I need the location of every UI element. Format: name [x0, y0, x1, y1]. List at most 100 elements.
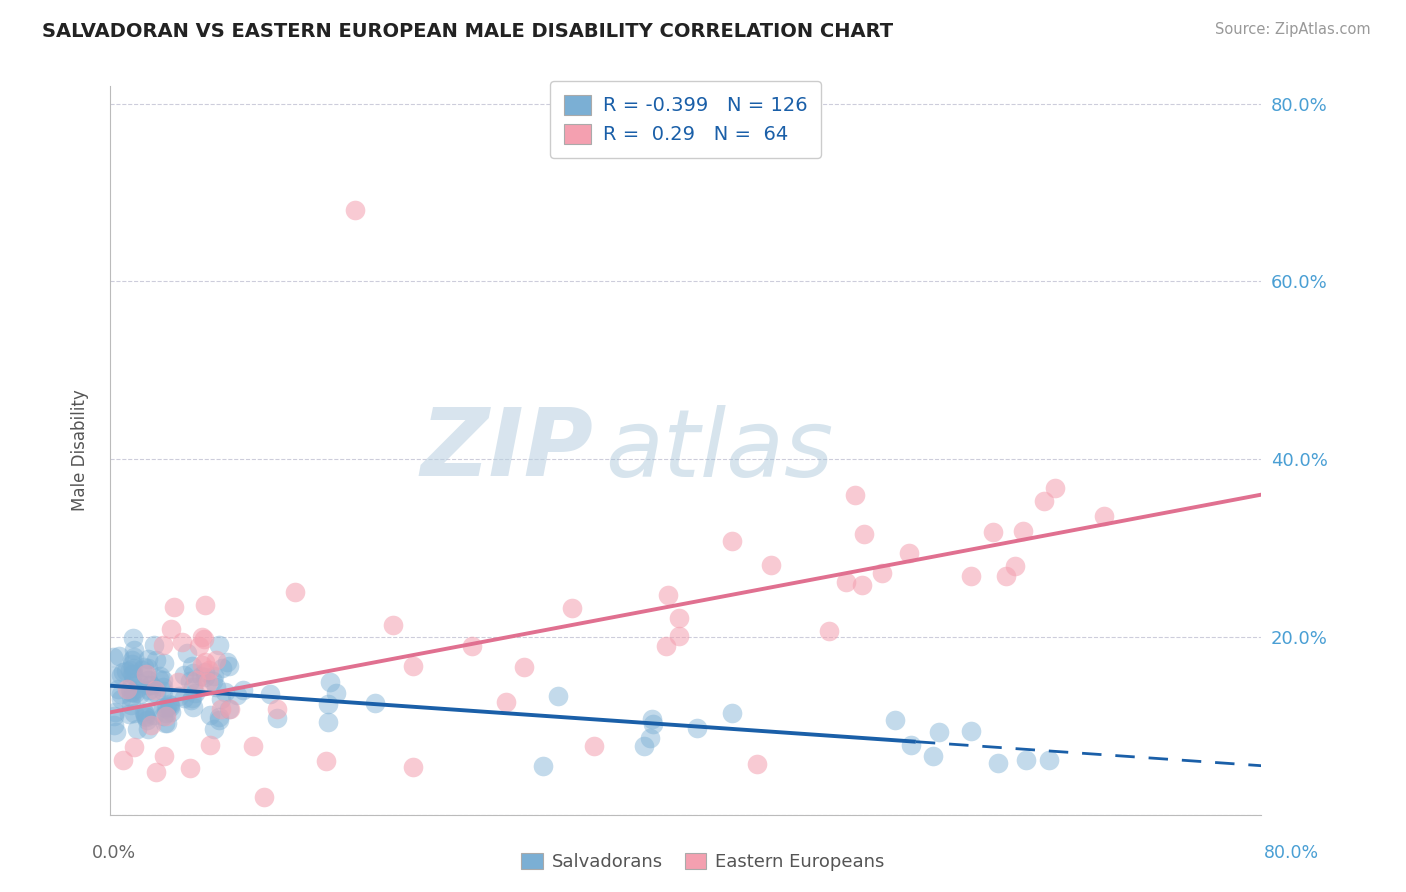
Point [103, 709, 125, 723]
Point [121, 652, 143, 666]
Point [103, 718, 125, 732]
Point [114, 664, 136, 678]
Point [132, 705, 155, 719]
Point [668, 611, 690, 625]
Point [202, 722, 225, 736]
Point [122, 685, 145, 699]
Point [124, 650, 146, 665]
Legend: R = -0.399   N = 126, R =  0.29   N =  64: R = -0.399 N = 126, R = 0.29 N = 64 [550, 81, 821, 158]
Point [136, 678, 159, 692]
Point [122, 660, 145, 674]
Point [135, 709, 157, 723]
Point [319, 675, 342, 690]
Point [922, 749, 945, 764]
Point [363, 697, 385, 711]
Point [898, 546, 921, 560]
Point [959, 569, 981, 583]
Point [382, 618, 405, 632]
Point [139, 718, 162, 732]
Point [138, 661, 160, 675]
Point [657, 589, 679, 603]
Point [194, 598, 217, 612]
Point [156, 716, 179, 731]
Point [143, 682, 166, 697]
Point [110, 687, 132, 701]
Point [655, 639, 678, 653]
Point [200, 708, 222, 723]
Point [108, 648, 131, 663]
Point [163, 599, 186, 614]
Point [122, 706, 145, 721]
Point [184, 686, 207, 700]
Point [127, 681, 149, 695]
Point [167, 689, 190, 703]
Point [110, 667, 132, 681]
Point [266, 702, 288, 716]
Text: 80.0%: 80.0% [1264, 844, 1319, 862]
Point [208, 638, 231, 652]
Point [198, 663, 221, 677]
Point [1038, 753, 1060, 767]
Point [152, 700, 174, 714]
Legend: Salvadorans, Eastern Europeans: Salvadorans, Eastern Europeans [515, 846, 891, 879]
Point [118, 681, 141, 696]
Point [561, 601, 583, 615]
Point [152, 673, 174, 688]
Point [402, 760, 425, 774]
Point [204, 680, 226, 694]
Point [960, 723, 983, 738]
Point [145, 686, 167, 700]
Y-axis label: Male Disability: Male Disability [72, 390, 89, 511]
Point [136, 651, 159, 665]
Point [181, 699, 204, 714]
Point [152, 683, 174, 698]
Point [193, 632, 215, 646]
Text: atlas: atlas [605, 405, 834, 496]
Point [1011, 524, 1033, 538]
Text: Source: ZipAtlas.com: Source: ZipAtlas.com [1215, 22, 1371, 37]
Point [191, 657, 214, 672]
Point [928, 724, 950, 739]
Point [104, 724, 127, 739]
Point [668, 629, 690, 643]
Point [167, 674, 190, 689]
Point [124, 686, 146, 700]
Point [111, 665, 134, 679]
Point [159, 699, 181, 714]
Point [187, 639, 209, 653]
Point [1004, 558, 1026, 573]
Point [160, 623, 183, 637]
Point [118, 663, 141, 677]
Point [208, 710, 231, 724]
Point [461, 639, 484, 653]
Point [121, 657, 143, 671]
Point [844, 488, 866, 502]
Point [173, 667, 195, 681]
Point [900, 739, 922, 753]
Point [107, 681, 129, 696]
Point [128, 676, 150, 690]
Point [190, 630, 212, 644]
Point [219, 702, 242, 716]
Point [283, 585, 305, 599]
Point [101, 669, 124, 683]
Point [180, 693, 202, 707]
Point [217, 655, 239, 669]
Point [152, 680, 174, 694]
Point [157, 698, 180, 712]
Point [266, 711, 288, 725]
Point [115, 682, 138, 697]
Point [135, 666, 157, 681]
Point [316, 697, 339, 711]
Point [131, 663, 153, 677]
Point [495, 695, 517, 709]
Point [759, 558, 782, 573]
Point [139, 678, 162, 692]
Point [155, 709, 177, 723]
Point [242, 739, 264, 754]
Point [183, 666, 205, 681]
Point [232, 683, 254, 698]
Point [325, 686, 347, 700]
Point [101, 650, 124, 665]
Point [141, 686, 163, 700]
